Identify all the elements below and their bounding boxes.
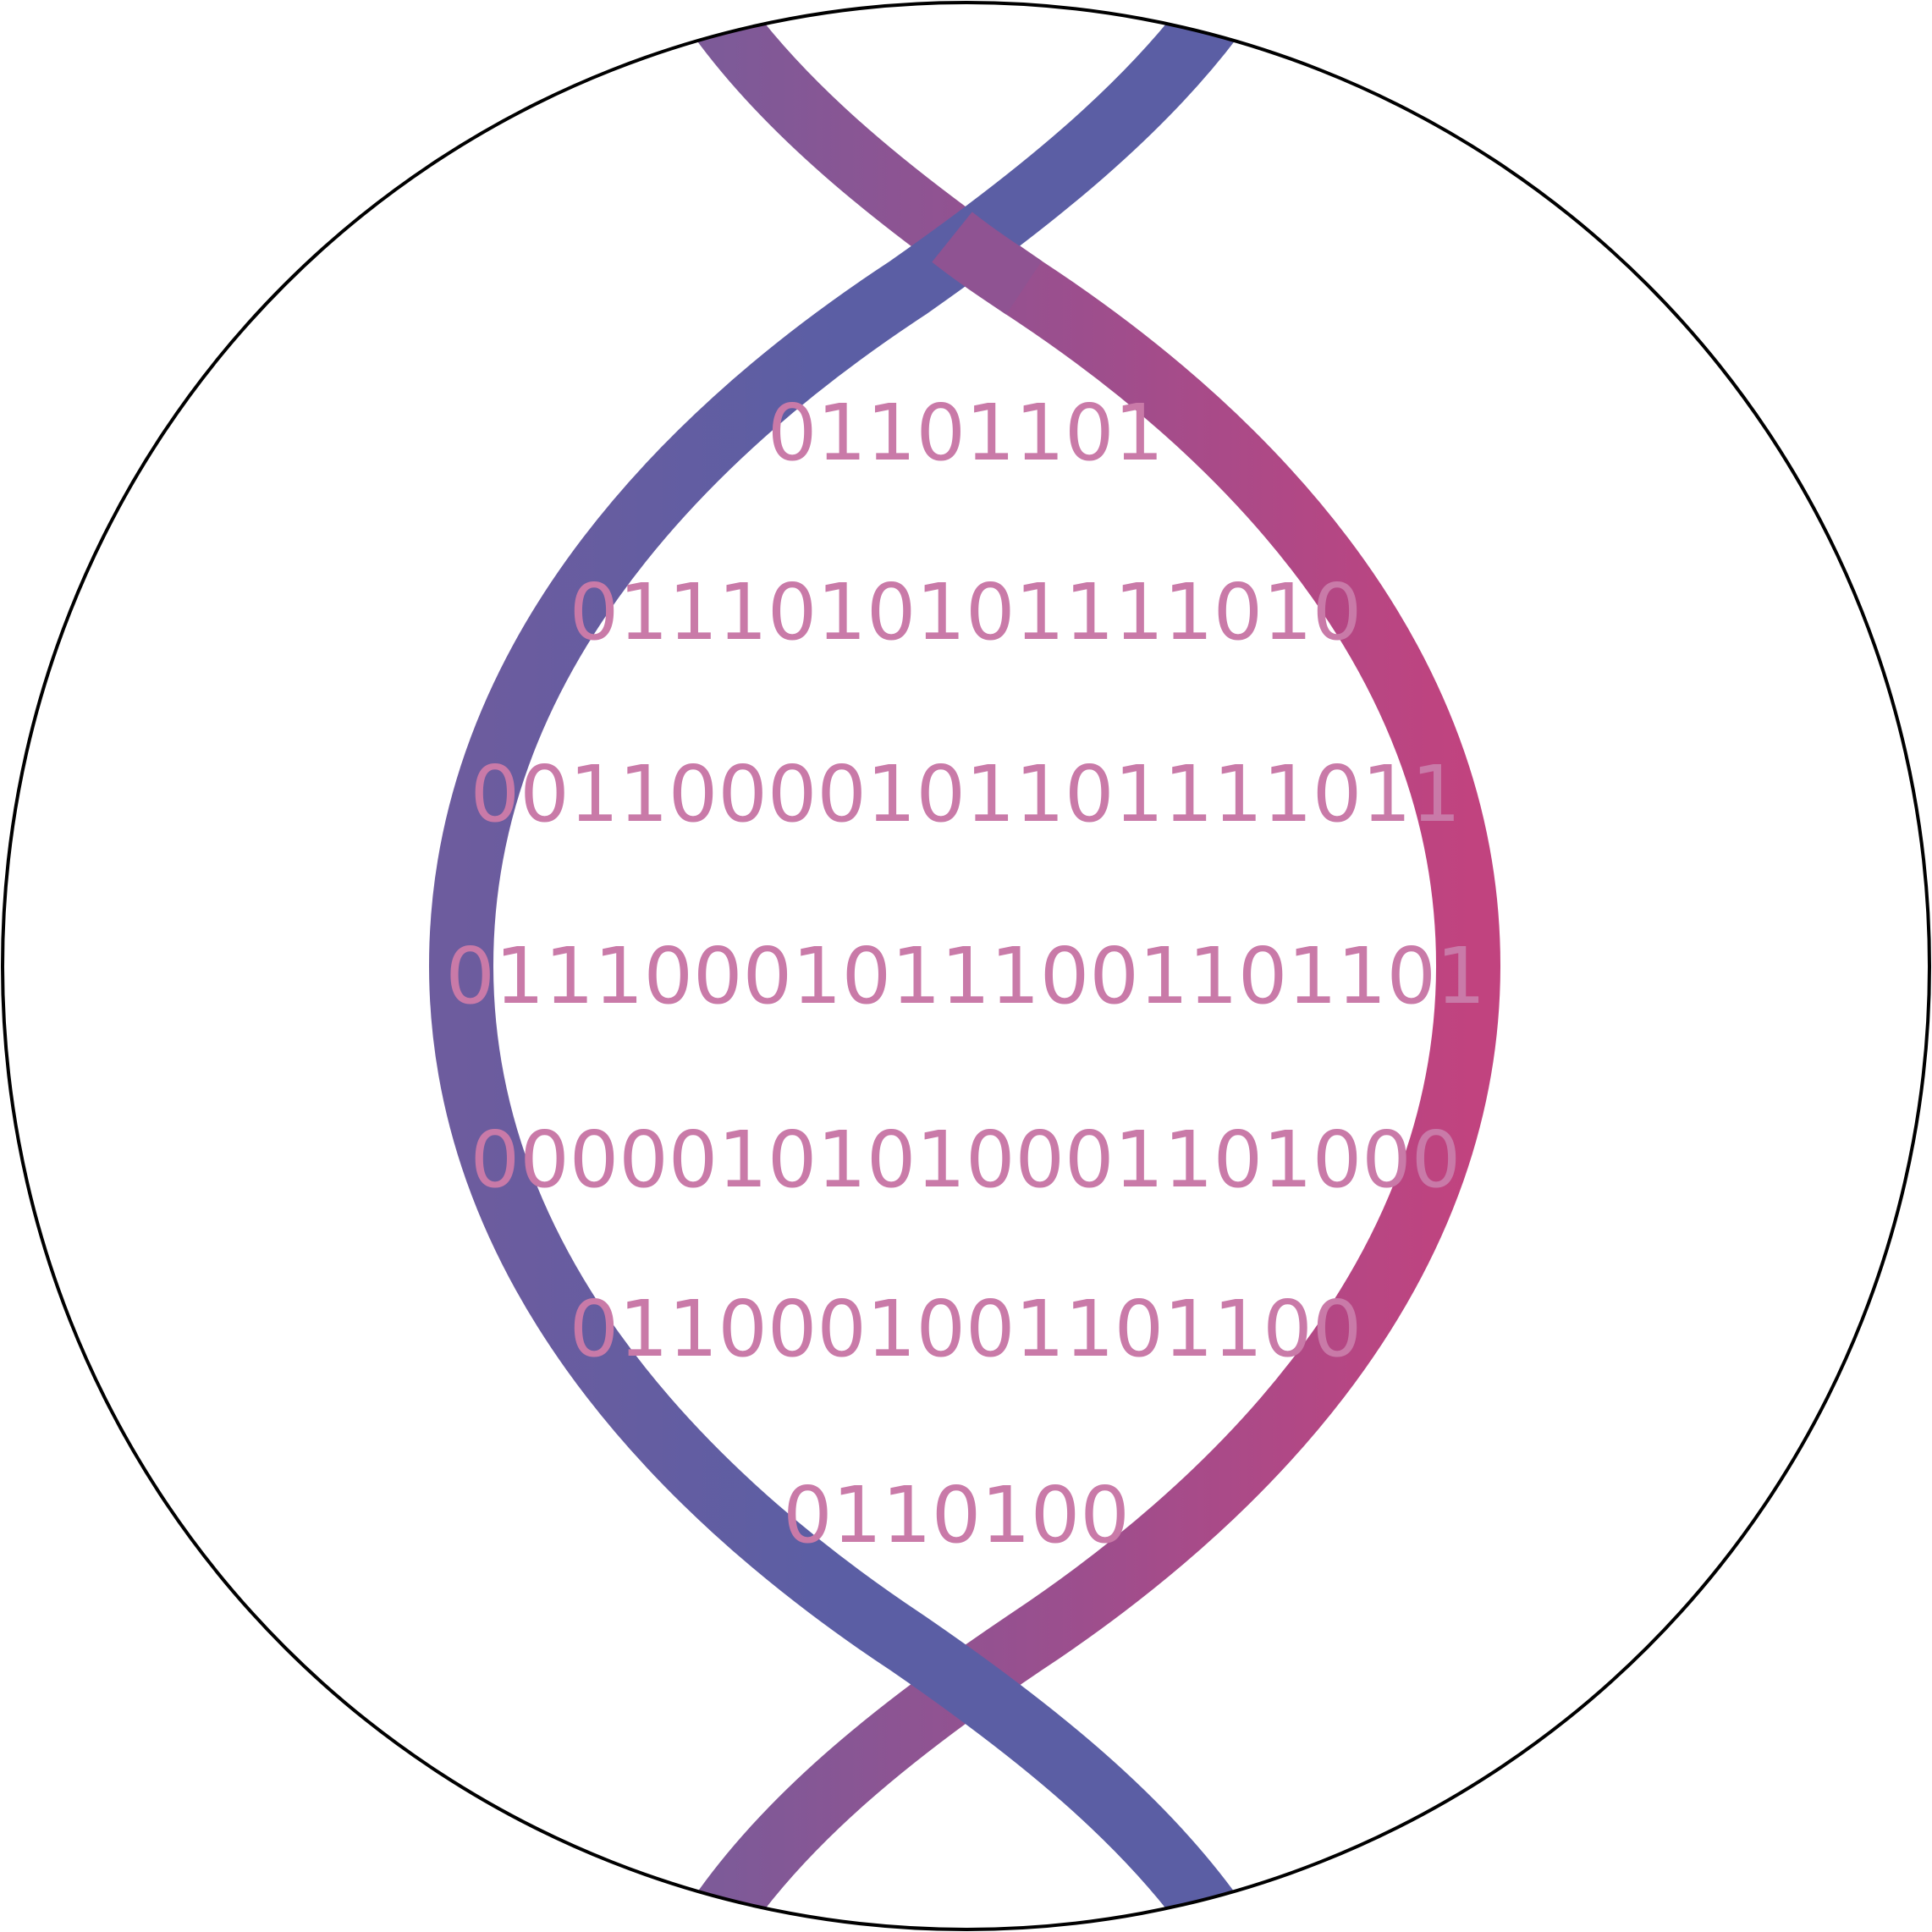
binary-text-block: 01101101 0111010101111010 00110000101101…: [445, 388, 1485, 1560]
binary-row-6: 0110001001101100: [570, 1284, 1362, 1374]
helix-crossing-top: [932, 212, 1043, 315]
binary-row-5: 00000101010001101000: [471, 1115, 1461, 1205]
binary-row-7: 0110100: [783, 1470, 1130, 1560]
binary-row-4: 01110001011100110110​1: [445, 931, 1485, 1021]
binary-row-2: 0111010101111010: [570, 567, 1362, 658]
binary-row-3: 00110000101101111011: [471, 749, 1461, 839]
binary-row-1: 01101101: [768, 388, 1164, 478]
